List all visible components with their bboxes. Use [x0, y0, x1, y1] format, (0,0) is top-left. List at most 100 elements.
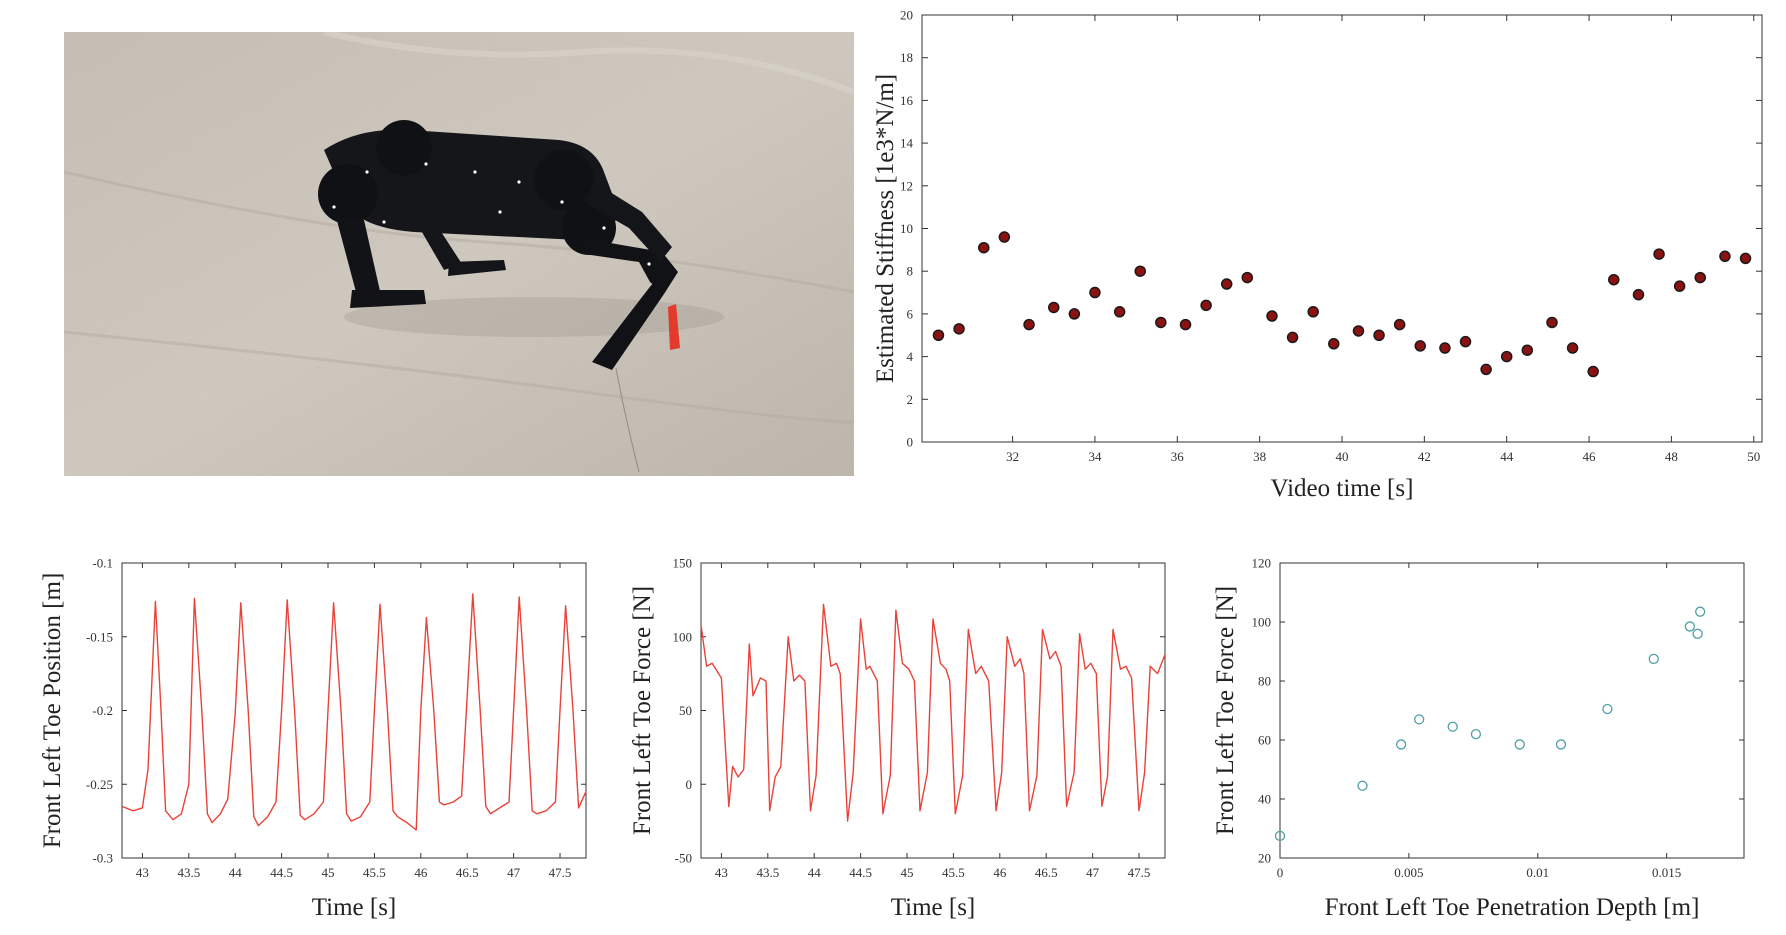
y-tick-label: 6: [907, 306, 914, 321]
data-point: [1200, 299, 1212, 312]
y-tick-label: 150: [673, 556, 693, 571]
y-tick-label: 60: [1258, 733, 1271, 748]
y-tick-label: 120: [1252, 556, 1272, 571]
data-point: [1089, 286, 1101, 299]
data-point: [1439, 342, 1451, 354]
x-axis-title: Time [s]: [312, 894, 397, 921]
x-tick-label: 0.005: [1394, 865, 1423, 880]
data-point: [1608, 273, 1620, 286]
data-point: [1480, 363, 1492, 376]
x-tick-label: 45: [901, 865, 914, 880]
data-point: [1521, 344, 1534, 356]
data-point: [1266, 310, 1278, 322]
x-tick-label: 43.5: [756, 865, 779, 880]
x-tick-label: 44.5: [270, 865, 293, 880]
x-axis-title: Time [s]: [891, 894, 976, 921]
data-point: [1719, 250, 1731, 263]
x-tick-label: 46.5: [1035, 865, 1058, 880]
x-tick-label: 43.5: [177, 865, 200, 880]
y-tick-label: 18: [900, 50, 913, 65]
data-point: [1684, 621, 1696, 632]
x-tick-label: 47: [1086, 865, 1100, 880]
data-point: [1328, 338, 1340, 350]
data-point: [998, 231, 1011, 243]
robot-dog: [318, 120, 724, 473]
y-tick-label: -0.2: [92, 703, 113, 718]
x-tick-label: 32: [1006, 449, 1019, 464]
x-tick-label: 0.015: [1652, 865, 1681, 880]
y-tick-label: 10: [900, 221, 913, 236]
x-tick-label: 44: [808, 865, 822, 880]
data-point: [1396, 739, 1407, 750]
data-point: [1286, 331, 1299, 344]
y-axis-title: Front Left Toe Position [m]: [39, 573, 66, 849]
data-point: [1352, 325, 1365, 337]
y-tick-label: -0.1: [92, 556, 113, 571]
x-tick-label: 42: [1418, 449, 1431, 464]
data-point: [1673, 280, 1686, 292]
y-tick-label: -50: [675, 851, 692, 866]
y-tick-label: 2: [907, 392, 914, 407]
data-point: [1393, 318, 1406, 331]
x-tick-label: 40: [1336, 449, 1349, 464]
y-tick-label: 40: [1258, 792, 1271, 807]
data-point: [1470, 728, 1482, 740]
y-tick-label: 8: [907, 264, 914, 279]
data-point: [1648, 653, 1659, 665]
data-point: [1048, 301, 1060, 314]
data-point: [1566, 342, 1579, 354]
data-point: [1220, 278, 1233, 290]
y-tick-label: 16: [900, 93, 914, 108]
y-tick-label: 12: [900, 178, 913, 193]
marker-tape: [668, 304, 680, 350]
data-point: [1023, 318, 1035, 331]
x-tick-label: 46: [993, 865, 1007, 880]
y-tick-label: 100: [1252, 615, 1272, 630]
x-tick-label: 47.5: [549, 865, 572, 880]
y-axis-title: Front Left Toe Force [N]: [629, 586, 656, 835]
x-tick-label: 44: [1500, 449, 1514, 464]
data-point: [1546, 316, 1558, 329]
y-tick-label: 100: [673, 629, 693, 644]
series-line-toe-position: [121, 593, 587, 831]
x-tick-label: 48: [1665, 449, 1678, 464]
data-point: [1739, 252, 1752, 265]
y-tick-label: 0: [686, 777, 693, 792]
data-point: [1514, 739, 1525, 750]
data-point: [978, 241, 990, 254]
data-point: [1179, 318, 1192, 331]
data-point: [1113, 306, 1126, 318]
x-tick-label: 34: [1088, 449, 1102, 464]
x-tick-label: 44.5: [849, 865, 872, 880]
data-point: [1602, 703, 1613, 715]
x-axis-title: Front Left Toe Penetration Depth [m]: [1325, 894, 1700, 921]
y-tick-label: 14: [900, 136, 914, 151]
y-axis-title: Front Left Toe Force [N]: [1212, 586, 1239, 835]
x-tick-label: 46.5: [456, 865, 479, 880]
data-point: [1695, 606, 1706, 617]
data-point: [1632, 288, 1645, 301]
x-tick-label: 44: [229, 865, 243, 880]
data-point: [932, 329, 945, 341]
data-point: [1459, 335, 1472, 348]
x-tick-label: 0: [1277, 865, 1284, 880]
y-axis-title: Estimated Stiffness [1e3*N/m]: [872, 74, 899, 383]
x-tick-label: 45.5: [942, 865, 965, 880]
data-point: [1414, 714, 1425, 725]
x-axis-title: Video time [s]: [1271, 475, 1414, 502]
data-point: [1373, 329, 1385, 341]
data-point: [1357, 780, 1368, 791]
data-point: [1587, 365, 1599, 378]
x-tick-label: 43: [136, 865, 149, 880]
data-point: [1241, 271, 1254, 284]
robot-photo: [64, 32, 854, 476]
y-tick-label: 80: [1258, 674, 1271, 689]
plot-frame: [1279, 562, 1745, 859]
y-tick-label: 0: [907, 435, 914, 450]
x-tick-label: 45.5: [363, 865, 386, 880]
y-tick-label: -0.15: [86, 629, 113, 644]
